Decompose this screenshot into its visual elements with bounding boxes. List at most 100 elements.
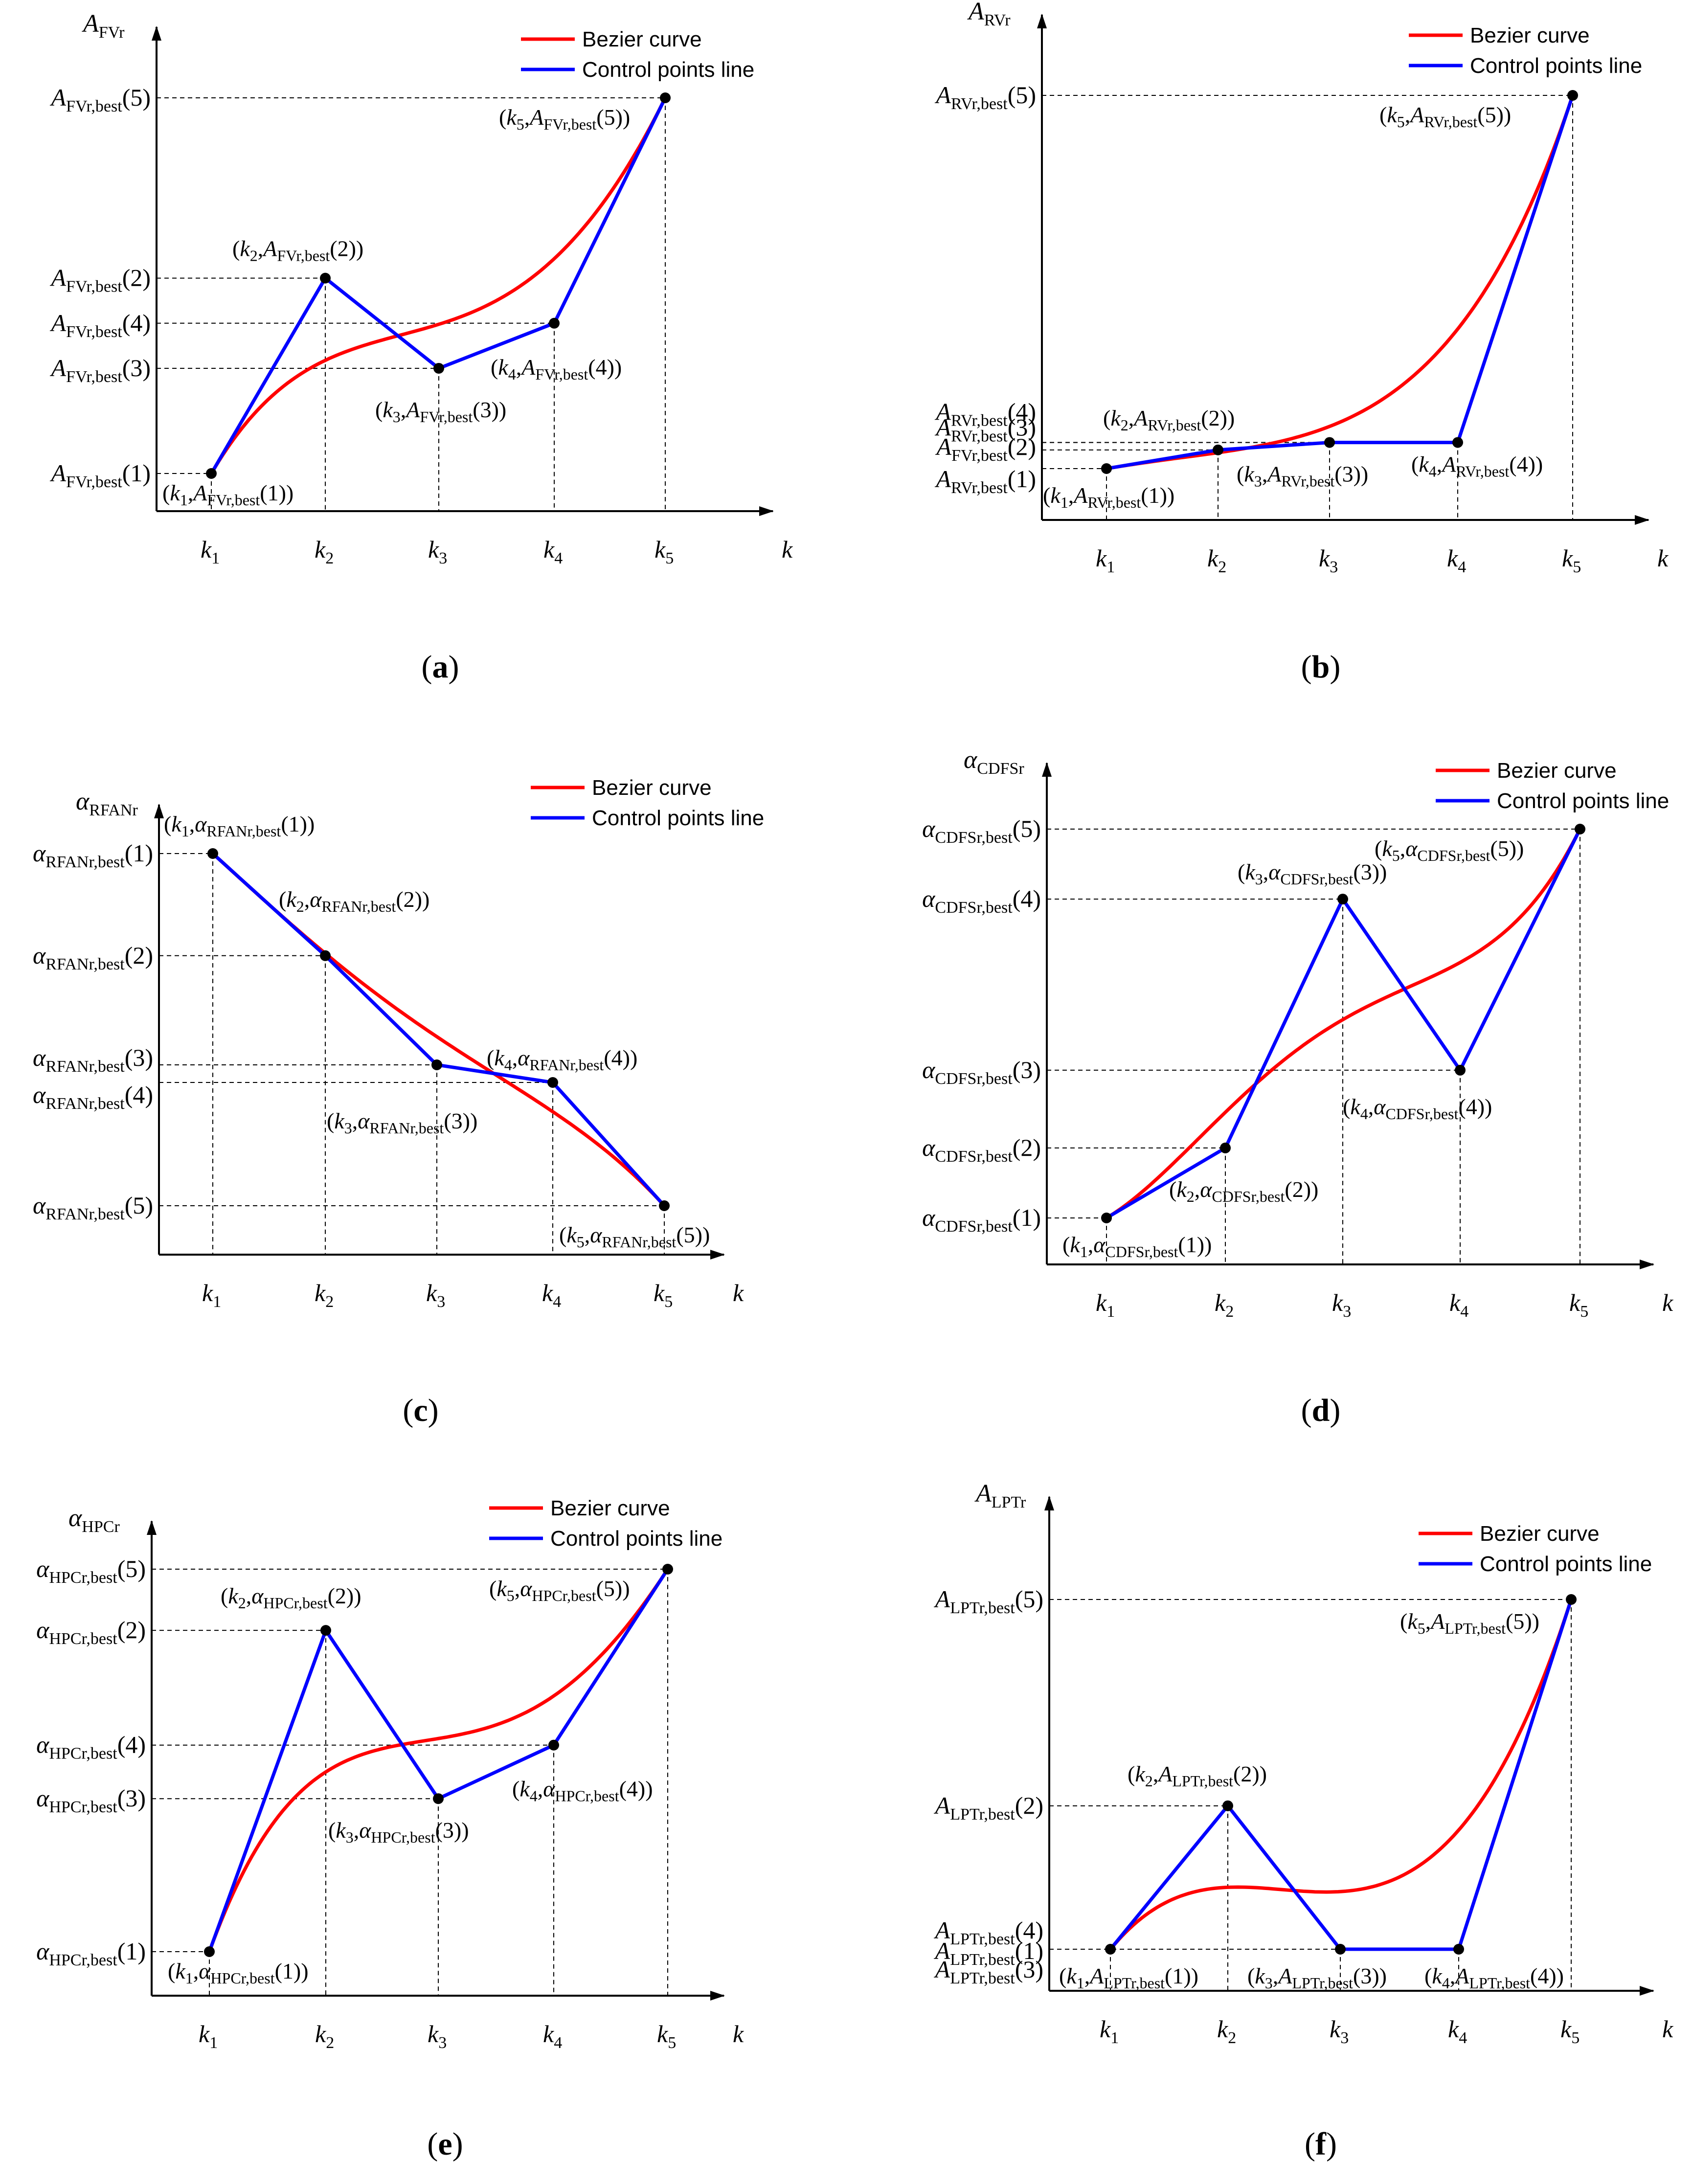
y-tick-label: AFVr,best(2) — [935, 433, 1036, 465]
legend: Bezier curve Control points line — [531, 776, 764, 830]
x-tick-label: k2 — [1207, 544, 1226, 576]
point-annotation: (k4,αHPCr,best(4)) — [512, 1777, 653, 1805]
y-axis-arrow — [1044, 1496, 1054, 1510]
legend: Bezier curve Control points line — [1419, 1522, 1652, 1576]
y-tick-label: ALPTr,best(4) — [934, 1916, 1043, 1948]
x-tick-label: k5 — [1569, 1289, 1588, 1321]
y-tick-label: αRFANr,best(5) — [33, 1192, 153, 1223]
legend-control-label: Control points line — [1470, 54, 1642, 78]
control-point — [431, 1059, 442, 1070]
legend-control-label: Control points line — [1497, 789, 1669, 813]
control-point — [320, 272, 331, 284]
point-annotation: (k5,αCDFSr,best(5)) — [1375, 836, 1524, 864]
y-tick-label: αRFANr,best(1) — [33, 839, 153, 871]
point-annotation: (k4,ALPTr,best(4)) — [1424, 1963, 1564, 1992]
control-point — [660, 92, 671, 103]
y-tick-label: ALPTr,best(1) — [934, 1937, 1043, 1969]
y-axis-title: ARVr — [967, 0, 1011, 29]
panel-label: (a) — [422, 649, 459, 685]
x-tick-label: k3 — [426, 1279, 445, 1311]
y-tick-label: ARVr,best(1) — [934, 465, 1036, 497]
y-tick-label: AFVr,best(1) — [49, 459, 151, 491]
point-annotation: (k2,ARVr,best(2)) — [1103, 405, 1235, 434]
control-point — [1105, 1944, 1116, 1955]
point-annotation: (k4,αRFANr,best(4)) — [487, 1045, 637, 1074]
x-tick-label: k5 — [657, 2020, 676, 2052]
legend: Bezier curve Control points line — [489, 1496, 722, 1551]
x-axis-title: k — [782, 536, 793, 563]
control-point — [1567, 90, 1578, 101]
y-tick-label: αCDFSr,best(5) — [922, 815, 1041, 847]
x-axis-arrow — [759, 506, 774, 516]
point-annotation: (k4,ARVr,best(4)) — [1411, 452, 1543, 480]
y-axis-arrow — [1037, 14, 1047, 28]
y-tick-label: ARVr,best(3) — [934, 414, 1036, 446]
panel-label: (d) — [1301, 1393, 1341, 1428]
x-axis-arrow — [710, 1250, 725, 1260]
panel-c: αRFANr k k1 k2 k3 k4 k5 αRFANr,best(1) αRFANr,be… — [33, 776, 764, 1428]
x-tick-label: k1 — [202, 1279, 221, 1311]
legend-bezier-label: Bezier curve — [592, 776, 712, 800]
x-tick-label: k2 — [315, 1279, 334, 1311]
control-point — [1455, 1064, 1466, 1076]
control-point — [433, 362, 444, 374]
y-axis-title: αRFANr — [76, 788, 138, 819]
point-annotation: (k2,AFVr,best(2)) — [232, 236, 363, 265]
legend-bezier-label: Bezier curve — [550, 1496, 670, 1520]
control-point — [1452, 437, 1463, 448]
y-tick-label: αHPCr,best(3) — [36, 1784, 146, 1816]
y-tick-label: αHPCr,best(4) — [36, 1731, 146, 1763]
point-annotation: (k5,ARVr,best(5)) — [1379, 102, 1511, 131]
legend-control-label: Control points line — [582, 58, 754, 82]
panel-d: αCDFSr k k1 k2 k3 k4 k5 αCDFSr,best(1) αCDFSr,be… — [922, 746, 1673, 1428]
x-tick-label: k1 — [1100, 2015, 1119, 2047]
y-axis-title: αHPCr — [68, 1504, 120, 1536]
x-tick-label: k5 — [654, 1279, 673, 1311]
y-tick-label: αRFANr,best(4) — [33, 1081, 153, 1113]
x-tick-label: k3 — [428, 2020, 447, 2052]
control-point — [1101, 1213, 1112, 1223]
point-annotation: (k5,ALPTr,best(5)) — [1400, 1609, 1539, 1637]
x-tick-label: k5 — [1560, 2015, 1580, 2047]
x-axis-arrow — [1640, 1260, 1654, 1269]
y-tick-label: αCDFSr,best(4) — [922, 885, 1041, 917]
bezier-curve — [1106, 828, 1582, 1219]
y-tick-label: αCDFSr,best(2) — [922, 1134, 1041, 1166]
bezier-curve — [1106, 94, 1575, 471]
y-tick-label: AFVr,best(3) — [49, 354, 151, 386]
control-point — [547, 1077, 558, 1088]
control-point — [206, 468, 217, 479]
legend-control-label: Control points line — [592, 806, 764, 830]
x-tick-label: k5 — [1562, 544, 1581, 576]
control-point — [1213, 444, 1223, 455]
x-tick-label: k4 — [543, 2020, 562, 2052]
y-axis-arrow — [1042, 762, 1052, 777]
x-tick-label: k4 — [1449, 1289, 1468, 1321]
x-tick-label: k5 — [655, 536, 674, 567]
control-point — [320, 950, 331, 961]
point-annotation: (k5,αRFANr,best(5)) — [559, 1222, 710, 1251]
y-axis-title: αCDFSr — [964, 746, 1024, 778]
y-tick-label: AFVr,best(2) — [49, 264, 151, 296]
control-point — [1220, 1142, 1231, 1153]
control-point — [1566, 1594, 1577, 1605]
panel-label: (c) — [403, 1393, 438, 1428]
point-annotation: (k1,αRFANr,best(1)) — [164, 811, 315, 840]
point-annotation: (k5,αHPCr,best(5)) — [489, 1576, 630, 1604]
point-annotation: (k3,αCDFSr,best(3)) — [1238, 859, 1387, 888]
point-annotation: (k5,AFVr,best(5)) — [499, 105, 630, 133]
point-annotation: (k1,ALPTr,best(1)) — [1059, 1963, 1198, 1992]
y-axis-arrow — [152, 26, 161, 41]
x-axis-arrow — [710, 1991, 725, 2001]
bezier-curve — [207, 1568, 669, 1953]
panel-a: AFVr k k1 k2 k3 k4 k5 AFVr,best(1) AFVr,best(2) A… — [49, 10, 793, 685]
legend: Bezier curve Control points line — [1409, 23, 1642, 78]
y-axis-arrow — [154, 804, 164, 818]
control-points-line — [1106, 94, 1575, 471]
control-point — [1453, 1944, 1464, 1955]
point-annotation: (k4,αCDFSr,best(4)) — [1343, 1094, 1492, 1123]
y-axis-arrow — [147, 1520, 157, 1535]
bezier-curve — [209, 97, 667, 474]
